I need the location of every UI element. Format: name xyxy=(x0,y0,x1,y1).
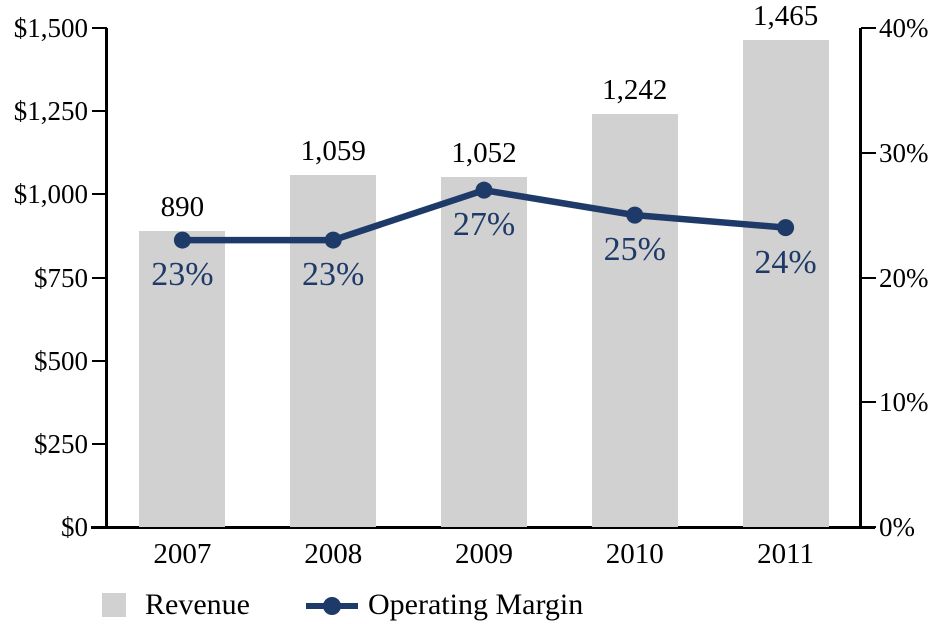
operating-margin-label: 24% xyxy=(754,243,817,281)
x-axis-label-2008: 2008 xyxy=(304,538,363,570)
revenue-value-label: 1,059 xyxy=(300,134,366,167)
x-axis-baseline xyxy=(91,526,875,529)
right-axis-tick-label: 0% xyxy=(879,512,915,542)
revenue-value-label: 890 xyxy=(160,190,205,223)
left-axis-line xyxy=(105,28,108,529)
revenue-swatch xyxy=(102,593,126,617)
right-axis-line xyxy=(859,28,862,529)
x-axis-label-2009: 2009 xyxy=(455,538,513,570)
left-axis-tick xyxy=(92,276,107,279)
right-axis-tick xyxy=(861,27,876,29)
operating-margin-dot-swatch xyxy=(323,597,341,615)
left-axis-tick xyxy=(92,442,107,445)
revenue-value-label: 1,052 xyxy=(451,137,517,170)
left-axis-tick xyxy=(92,526,107,528)
x-axis-label-2011: 2011 xyxy=(757,538,815,570)
right-axis-tick-label: 10% xyxy=(879,387,929,418)
operating-margin-label: 25% xyxy=(603,231,666,269)
left-axis-tick xyxy=(92,27,107,29)
revenue-bar xyxy=(742,39,829,527)
right-axis-tick xyxy=(861,526,876,528)
left-axis-tick xyxy=(92,193,107,196)
legend: Revenue Operating Margin xyxy=(0,585,944,624)
operating-margin-label: 27% xyxy=(452,206,516,244)
revenue-bar xyxy=(591,113,678,527)
left-axis-tick xyxy=(92,359,107,362)
left-axis-tick-label: $1,250 xyxy=(13,96,88,127)
left-axis-tick-label: $1,500 xyxy=(13,13,88,43)
right-axis-tick-label: 40% xyxy=(879,13,929,43)
left-axis-tick-label: $0 xyxy=(61,512,88,542)
legend-label-revenue: Revenue xyxy=(145,588,250,621)
left-axis-tick-label: $750 xyxy=(34,262,88,293)
x-axis-label-2010: 2010 xyxy=(605,538,664,570)
left-axis-tick-label: $1,000 xyxy=(13,179,88,210)
operating-margin-label: 23% xyxy=(151,256,214,294)
right-axis-tick xyxy=(861,276,876,279)
legend-label-operating-margin: Operating Margin xyxy=(368,588,584,621)
left-axis-tick xyxy=(92,110,107,113)
right-axis-tick-label: 20% xyxy=(879,262,929,293)
revenue-bar xyxy=(139,230,226,527)
revenue-value-label: 1,465 xyxy=(752,0,819,32)
operating-margin-label: 23% xyxy=(302,256,365,294)
left-axis-tick-label: $500 xyxy=(34,345,88,376)
left-axis-tick-label: $250 xyxy=(34,428,88,459)
right-axis-tick xyxy=(861,151,876,154)
right-axis-tick xyxy=(861,401,876,404)
revenue-bar xyxy=(290,174,377,527)
revenue-value-label: 1,242 xyxy=(602,73,668,106)
right-axis-tick-label: 30% xyxy=(879,137,929,168)
x-axis-label-2007: 2007 xyxy=(153,538,212,570)
